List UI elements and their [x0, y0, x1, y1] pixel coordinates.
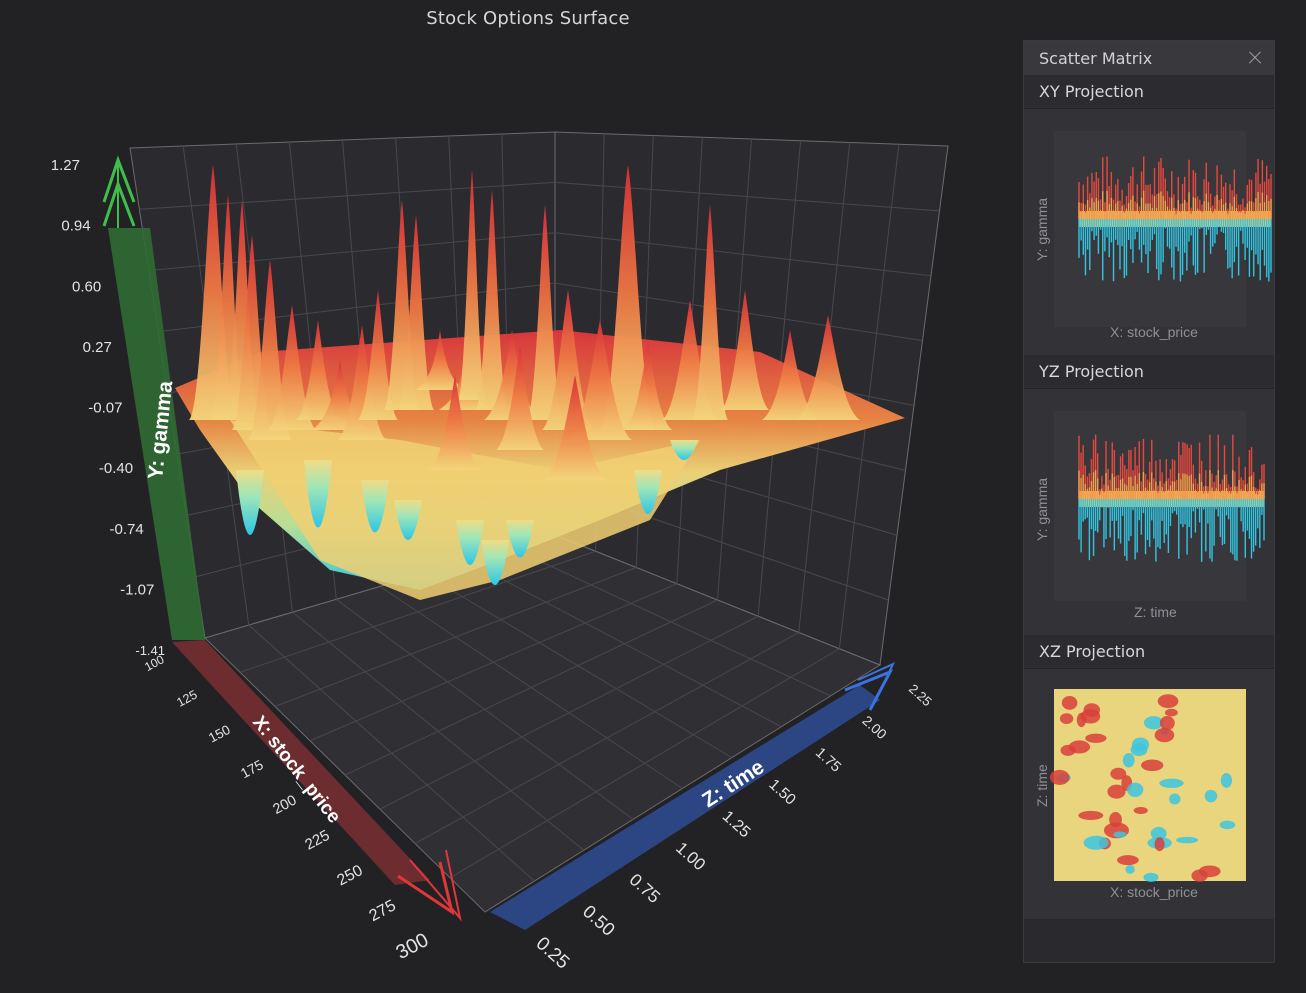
xy-projection-plot[interactable]: X: stock_price Y: gamma: [1024, 109, 1274, 355]
z-tick-label: 1.50: [765, 776, 799, 809]
xy-projection-marks: [1078, 156, 1272, 282]
yz-projection-marks: [1078, 434, 1265, 562]
z-axis-bar: [490, 661, 896, 930]
yz-y-label: Y: gamma: [1034, 478, 1050, 541]
z-tick-label: 0.75: [626, 869, 665, 907]
y-tick-label: 0.27: [83, 339, 112, 356]
x-tick-label: 225: [302, 827, 332, 854]
y-tick-label: 0.60: [72, 278, 101, 295]
y-tick-label: -1.07: [120, 581, 154, 598]
y-tick-label: -0.07: [88, 400, 122, 417]
x-tick-label: 300: [393, 929, 433, 964]
z-tick-label: 1.75: [812, 745, 844, 776]
y-tick-label: -1.41: [135, 643, 165, 658]
x-axis-bar: [172, 640, 462, 922]
panel-header: Scatter Matrix: [1024, 41, 1274, 75]
close-icon[interactable]: [1246, 49, 1264, 67]
surface-chart[interactable]: -1.41 -1.07 -0.74 -0.40 -0.07 0.27 0.60 0.94 1.2…: [0, 0, 1010, 993]
yz-x-label: Z: time: [1134, 604, 1177, 620]
y-tick-label: 0.94: [61, 218, 90, 235]
z-tick-label: 2.00: [859, 713, 889, 742]
z-tick-label: 1.25: [719, 808, 754, 842]
surface-mesh: [175, 165, 905, 600]
x-tick-label: 175: [238, 756, 266, 781]
z-tick-label: 1.00: [672, 838, 709, 874]
panel-title: Scatter Matrix: [1039, 48, 1153, 68]
scatter-matrix-panel: Scatter Matrix XY Projection X: stock_pr…: [1023, 40, 1275, 963]
xy-y-label: Y: gamma: [1034, 198, 1050, 261]
z-tick-label: 0.25: [532, 933, 574, 973]
y-axis-bar: [102, 155, 205, 640]
y-tick-labels: -1.41 -1.07 -0.74 -0.40 -0.07 0.27 0.60 0.94 1.2…: [51, 157, 165, 658]
y-tick-label: -0.74: [110, 521, 144, 538]
z-tick-label: 2.25: [906, 681, 935, 709]
xz-projection-plot[interactable]: X: stock_price Z: time: [1024, 669, 1274, 919]
x-tick-label: 125: [174, 688, 199, 710]
yz-projection-plot[interactable]: Z: time Y: gamma: [1024, 389, 1274, 635]
x-tick-label: 200: [270, 792, 299, 817]
xz-x-label: X: stock_price: [1110, 884, 1198, 900]
xz-projection-marks: [1049, 694, 1236, 882]
yz-projection-title: YZ Projection: [1024, 355, 1274, 389]
y-tick-label: 1.27: [51, 157, 80, 174]
x-tick-label: 250: [334, 862, 365, 889]
xy-x-label: X: stock_price: [1110, 324, 1198, 340]
x-tick-label: 275: [366, 896, 399, 925]
z-tick-label: 0.50: [579, 900, 620, 939]
xz-projection-title: XZ Projection: [1024, 635, 1274, 669]
xz-y-label: Z: time: [1034, 764, 1050, 807]
x-tick-label: 150: [206, 722, 233, 746]
chart-title: Stock Options Surface: [426, 8, 630, 29]
xy-projection-title: XY Projection: [1024, 75, 1274, 109]
y-tick-label: -0.40: [99, 460, 133, 477]
